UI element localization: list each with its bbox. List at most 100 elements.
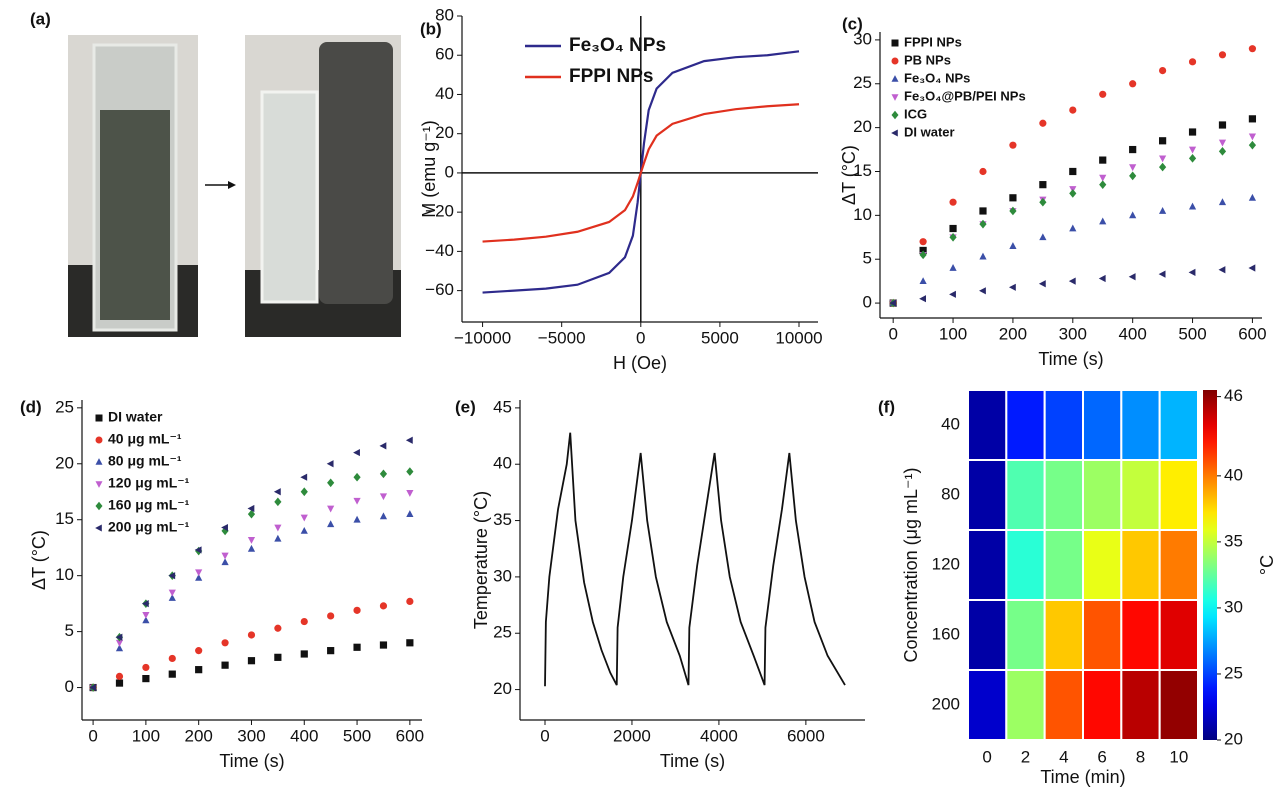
- data-point: [1159, 162, 1167, 172]
- x-tick-label: 500: [1178, 324, 1206, 343]
- heatmap-cell: [1043, 459, 1084, 531]
- data-point: [406, 510, 414, 518]
- data-point: [195, 647, 203, 655]
- legend-marker: [95, 481, 103, 488]
- legend-label: 80 μg mL⁻¹: [108, 453, 182, 469]
- data-point: [1039, 119, 1047, 127]
- data-point: [1248, 193, 1257, 201]
- data-point: [327, 505, 335, 513]
- x-tick-label: 10000: [775, 328, 822, 347]
- data-point: [194, 546, 202, 554]
- colorbar-tick-label: 46: [1224, 386, 1243, 405]
- y-tick-label: 15: [55, 509, 74, 528]
- y-tick-label: 30: [853, 29, 872, 48]
- data-point: [1218, 121, 1227, 129]
- data-point: [406, 597, 414, 605]
- heatmap-cell: [1005, 459, 1046, 531]
- data-point: [327, 612, 335, 620]
- heatmap-cell: [1158, 459, 1199, 531]
- data-point: [221, 558, 229, 566]
- data-point: [1248, 264, 1256, 272]
- y-tick-label: 25: [55, 397, 74, 416]
- legend-marker: [891, 75, 899, 82]
- data-point: [1009, 206, 1017, 216]
- data-point: [142, 611, 150, 619]
- heatmap-cell: [1082, 529, 1123, 601]
- data-point: [353, 472, 361, 482]
- data-point: [327, 478, 335, 488]
- y-tick-label: −60: [425, 280, 454, 299]
- data-point: [1099, 156, 1107, 164]
- x-tick-label: 500: [343, 726, 371, 745]
- data-point: [1069, 106, 1077, 114]
- x-axis-label: Time (min): [1040, 767, 1125, 787]
- colorbar-tick-label: 25: [1224, 663, 1243, 682]
- x-tick-label: 200: [999, 324, 1027, 343]
- data-point: [949, 198, 957, 206]
- magnet: [319, 42, 393, 304]
- data-point: [221, 526, 229, 536]
- data-point: [979, 207, 987, 215]
- data-point: [1188, 154, 1197, 163]
- panel-label: (c): [842, 14, 863, 33]
- cuvette-liquid: [100, 110, 170, 320]
- legend-marker: [95, 501, 103, 511]
- colorbar-tick-label: 35: [1224, 531, 1243, 550]
- data-point: [919, 277, 927, 285]
- x-tick-label: 600: [1238, 324, 1266, 343]
- y-tick-label: 25: [493, 623, 512, 642]
- colorbar-label: °C: [1257, 555, 1277, 575]
- heatmap-cell: [1120, 529, 1161, 601]
- x-tick-label: 0: [636, 328, 645, 347]
- data-point: [1159, 137, 1167, 145]
- data-point: [1099, 174, 1107, 182]
- data-point: [379, 469, 388, 479]
- data-point: [1128, 273, 1136, 281]
- legend-label: FPPI NPs: [569, 66, 653, 87]
- y-axis-label: ΔT (°C): [29, 530, 49, 590]
- colorbar-tick-label: 30: [1224, 597, 1243, 616]
- data-point: [115, 639, 124, 647]
- data-point: [142, 663, 150, 672]
- data-point: [1248, 45, 1257, 53]
- data-point: [979, 167, 987, 176]
- data-point: [1188, 58, 1197, 66]
- data-point: [1069, 167, 1077, 176]
- legend-marker: [95, 458, 103, 465]
- data-point: [1129, 211, 1137, 219]
- x-tick-label: −5000: [538, 328, 586, 347]
- heatmap-cell: [967, 669, 1008, 741]
- y-tick-label: 30: [493, 566, 512, 585]
- y-tick-label: 80: [435, 5, 454, 24]
- data-point: [1218, 198, 1227, 206]
- x-tick-label: 2: [1021, 747, 1030, 766]
- legend-label: DI water: [904, 124, 955, 139]
- data-point: [1099, 217, 1107, 225]
- data-point: [1008, 283, 1016, 291]
- data-point: [168, 589, 176, 597]
- data-point: [406, 639, 414, 647]
- data-point: [1188, 268, 1196, 276]
- data-point: [327, 520, 335, 528]
- data-point: [221, 523, 228, 532]
- panel-label: (d): [20, 397, 42, 416]
- data-line: [482, 103, 800, 243]
- x-tick-label: 8: [1136, 747, 1145, 766]
- data-point: [889, 299, 897, 307]
- data-point: [1158, 270, 1166, 278]
- y-tick-label: 20: [55, 453, 74, 472]
- data-point: [115, 633, 123, 641]
- data-line: [544, 432, 846, 687]
- heatmap-cell: [1043, 389, 1084, 461]
- y-tick-label: 40: [493, 454, 512, 473]
- y-tick-label: −20: [425, 202, 454, 221]
- data-point: [979, 219, 987, 229]
- colorbar-tick-label: 40: [1224, 465, 1243, 484]
- y-tick-label: 35: [493, 510, 512, 529]
- data-point: [300, 514, 308, 522]
- x-tick-label: 100: [132, 726, 160, 745]
- data-point: [919, 250, 927, 260]
- x-tick-label: 0: [540, 726, 549, 745]
- data-point: [1039, 181, 1047, 189]
